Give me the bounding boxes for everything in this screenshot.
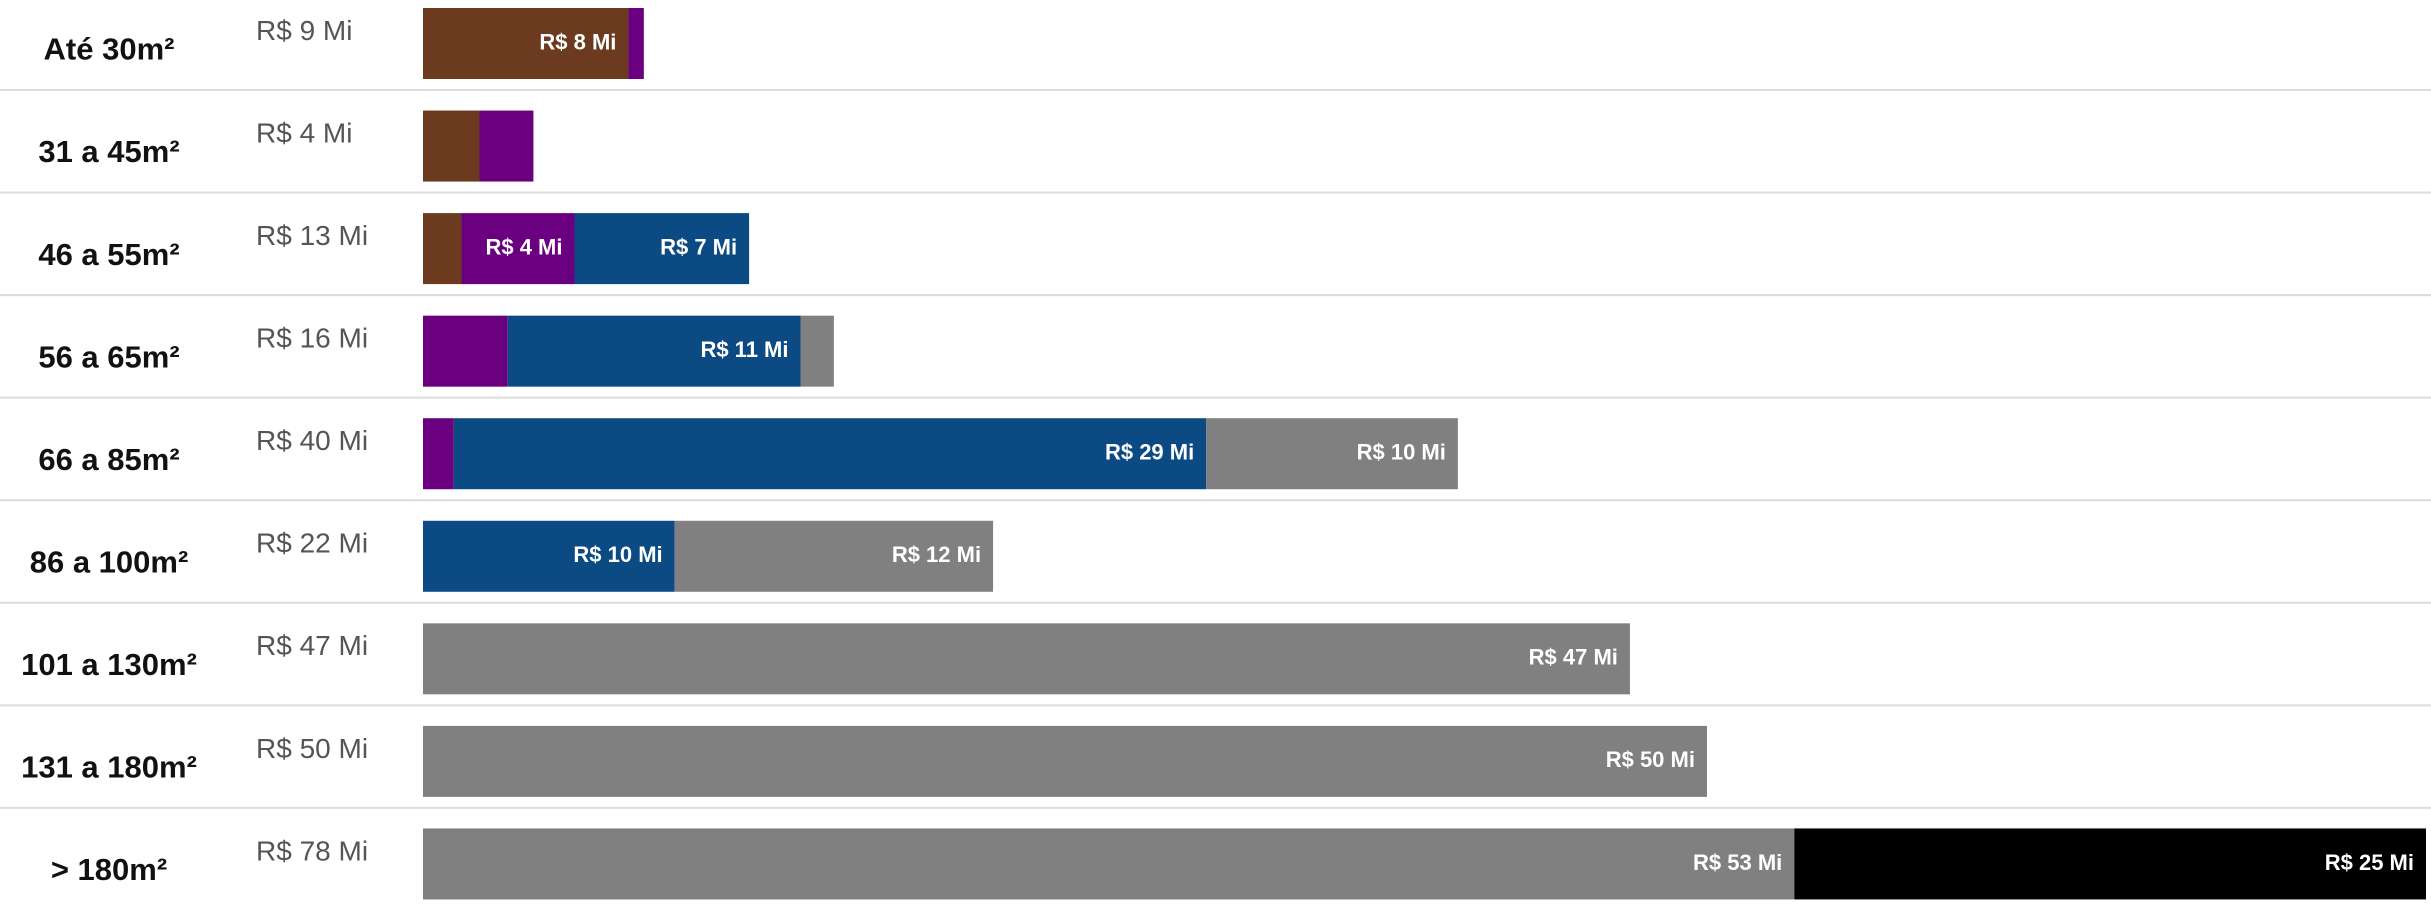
segment-label: R$ 25 Mi [2325, 850, 2414, 875]
bar-segment [423, 315, 508, 387]
total-label: R$ 4 Mi [256, 117, 352, 148]
bar-segment [453, 418, 1207, 490]
segment-label: R$ 7 Mi [660, 234, 737, 259]
total-label: R$ 47 Mi [256, 630, 368, 661]
segment-label: R$ 11 Mi [700, 337, 788, 362]
total-label: R$ 9 Mi [256, 15, 352, 46]
category-label: 86 a 100m² [30, 544, 189, 579]
total-label: R$ 16 Mi [256, 323, 368, 354]
category-label: 131 a 180m² [21, 750, 197, 785]
category-label: 31 a 45m² [38, 134, 179, 169]
total-label: R$ 40 Mi [256, 425, 368, 456]
total-label: R$ 78 Mi [256, 835, 368, 866]
segment-label: R$ 10 Mi [1357, 440, 1446, 465]
bar-segment [423, 110, 480, 182]
segment-label: R$ 4 Mi [485, 234, 562, 259]
segment-label: R$ 50 Mi [1606, 747, 1695, 772]
segment-label: R$ 10 Mi [573, 542, 662, 567]
category-label: Até 30m² [44, 32, 175, 67]
bar-segment [628, 8, 644, 79]
bar-segment [423, 520, 675, 592]
category-label: 46 a 55m² [38, 237, 179, 272]
total-label: R$ 22 Mi [256, 528, 368, 559]
bar-segment [1794, 828, 2426, 900]
total-label: R$ 50 Mi [256, 733, 368, 764]
bar-segment [461, 213, 575, 285]
segment-label: R$ 12 Mi [892, 542, 981, 567]
segment-label: R$ 29 Mi [1105, 440, 1194, 465]
category-label: > 180m² [51, 852, 167, 887]
segment-label: R$ 47 Mi [1529, 645, 1618, 670]
bar-segment [1206, 418, 1458, 490]
segment-label: R$ 8 Mi [539, 29, 616, 54]
bar-segment [423, 213, 462, 285]
total-label: R$ 13 Mi [256, 220, 368, 251]
category-label: 101 a 130m² [21, 647, 197, 682]
category-label: 56 a 65m² [38, 339, 179, 374]
bar-segment [574, 213, 750, 285]
bar-segment [674, 520, 994, 592]
bar-segment [423, 725, 1707, 797]
bar-segment [800, 315, 834, 387]
bar-segment [423, 828, 1795, 900]
bar-segment [423, 8, 629, 79]
category-label: 66 a 85m² [38, 442, 179, 477]
bar-segment [479, 110, 534, 182]
bar-segment [507, 315, 801, 387]
bar-segment [423, 418, 454, 490]
bar-segment [423, 623, 1630, 695]
segment-label: R$ 53 Mi [1693, 850, 1782, 875]
